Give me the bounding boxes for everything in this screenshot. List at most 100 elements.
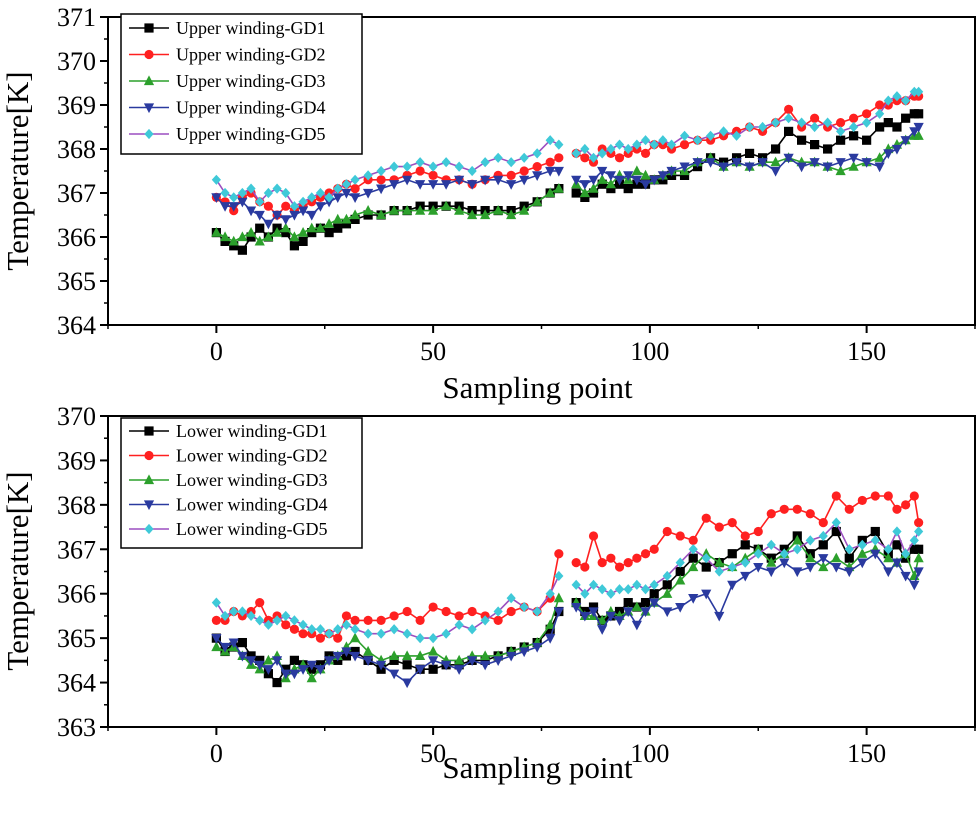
upper-gd2-point [614, 153, 625, 163]
upper-gd1-point [679, 170, 690, 180]
upper-gd4-point [848, 153, 859, 164]
lower-gd5-point [389, 624, 399, 635]
upper-gd4-point [349, 193, 361, 203]
lower-gd2-point [588, 531, 599, 541]
upper-gd4-point [415, 180, 426, 190]
upper-gd3-point [306, 222, 317, 233]
upper-gd5-point [402, 161, 412, 172]
upper-gd1-point [883, 118, 893, 128]
upper-gd3-point [297, 227, 309, 237]
upper-gd4-point [909, 127, 920, 137]
lower-gd2-point [350, 615, 360, 625]
upper-legend-marker-gd1 [144, 23, 154, 33]
lower-series-gd5 [211, 517, 924, 644]
lower-gd4-point [913, 567, 924, 578]
upper-gd1-point [849, 131, 859, 141]
lower-gd5-point [532, 606, 542, 617]
upper-gd4-point [297, 206, 309, 217]
lower-gd5-point [363, 628, 373, 639]
upper-gd4-point [883, 149, 894, 159]
upper-gd5-point [519, 152, 529, 163]
lower-gd5-point [640, 584, 651, 595]
upper-legend: Upper winding-GD1 Upper winding-GD2 Upper … [120, 13, 363, 155]
lower-gd2-point [580, 562, 590, 572]
upper-gd5-point [341, 179, 352, 190]
lower-legend-marker-gd4 [143, 500, 155, 511]
lower-gd4-point [688, 594, 699, 604]
upper-gd4-point [519, 175, 530, 186]
lower-gd4-point [818, 554, 829, 564]
upper-gd4-point [237, 197, 248, 208]
upper-gd5-point [849, 121, 859, 133]
lower-gd5-point [211, 597, 221, 608]
upper-gd4-point [280, 215, 291, 225]
lower-gd3-point [675, 574, 686, 585]
upper-gd1-point [892, 122, 902, 132]
lower-legend-label-gd5: Lower winding-GD5 [176, 519, 327, 539]
lower-gd3-point [792, 534, 803, 545]
lower-gd4-point [579, 611, 590, 622]
upper-legend-marker-gd5 [144, 128, 154, 140]
lower-gd2-point [571, 558, 581, 568]
upper-gd4-point [341, 188, 352, 199]
upper-gd5-point [363, 170, 373, 181]
lower-gd4-point [714, 611, 725, 622]
lower-gd3-point [662, 588, 673, 598]
lower-gd4-point [219, 642, 231, 653]
upper-gd3-point [389, 205, 400, 215]
upper-gd3-point [237, 231, 248, 242]
lower-legend-label-gd1: Lower winding-GD1 [176, 421, 327, 441]
lower-gd5-point [315, 624, 326, 635]
lower-gd3-point [363, 645, 374, 656]
lower-gd5-point [480, 615, 490, 626]
lower-legend: Lower winding-GD1 Lower winding-GD2 Lower … [120, 417, 363, 549]
upper-gd5-point [229, 192, 239, 203]
lower-gd1-point [649, 589, 659, 599]
lower-gd4-point [779, 558, 790, 569]
lower-gd2-point [740, 531, 750, 541]
lower-gd5-point [571, 579, 581, 590]
upper-legend-box [120, 13, 363, 155]
lower-gd5-point [753, 548, 763, 559]
lower-gd3-point [631, 601, 642, 612]
upper-gd4-point [545, 166, 556, 177]
lower-series-gd1 [211, 526, 924, 688]
upper-y-tick-label: 370 [57, 47, 96, 76]
upper-gd4-point [441, 180, 452, 190]
upper-gd5-point [467, 165, 477, 177]
upper-gd3-point [289, 231, 300, 242]
upper-series-gd3 [211, 130, 924, 246]
upper-gd4-point [913, 122, 924, 133]
upper-y-tick-label: 367 [57, 179, 96, 208]
lower-gd5-point [237, 606, 247, 617]
upper-gd5-point [350, 174, 360, 185]
lower-gd4-point [519, 647, 530, 658]
lower-gd1-point [389, 655, 399, 665]
lower-gd5-point [324, 628, 334, 639]
lower-gd5-point [701, 553, 711, 564]
lower-y-tick-label: 368 [57, 491, 96, 520]
lower-gd2-point [506, 606, 516, 617]
lower-gd2-point [554, 549, 564, 559]
lower-gd5-point [220, 610, 230, 622]
lower-gd2-point [675, 531, 685, 541]
upper-gd2-point [849, 113, 859, 123]
lower-gd4-point [441, 660, 452, 671]
upper-gd3-point [588, 183, 599, 193]
upper-gd1-point [289, 241, 300, 251]
upper-gd5-point [606, 143, 616, 155]
upper-gd4-point [605, 171, 616, 181]
upper-y-tick-label: 365 [57, 267, 96, 296]
upper-y-tick-label: 371 [57, 3, 96, 32]
lower-gd5-point [632, 579, 642, 590]
upper-gd1-point [914, 109, 924, 119]
lower-chart: 0 50 100 150 363 364 365 366 367 368 369 370 Samplin… [0, 402, 976, 785]
lower-gd1-point [844, 553, 854, 563]
lower-gd1-point [870, 526, 880, 537]
upper-gd5-point [731, 130, 742, 141]
upper-gd5-point [211, 174, 221, 185]
upper-gd3-point [532, 196, 543, 206]
lower-gd2-point [883, 491, 893, 501]
lower-gd4-point [228, 638, 239, 649]
